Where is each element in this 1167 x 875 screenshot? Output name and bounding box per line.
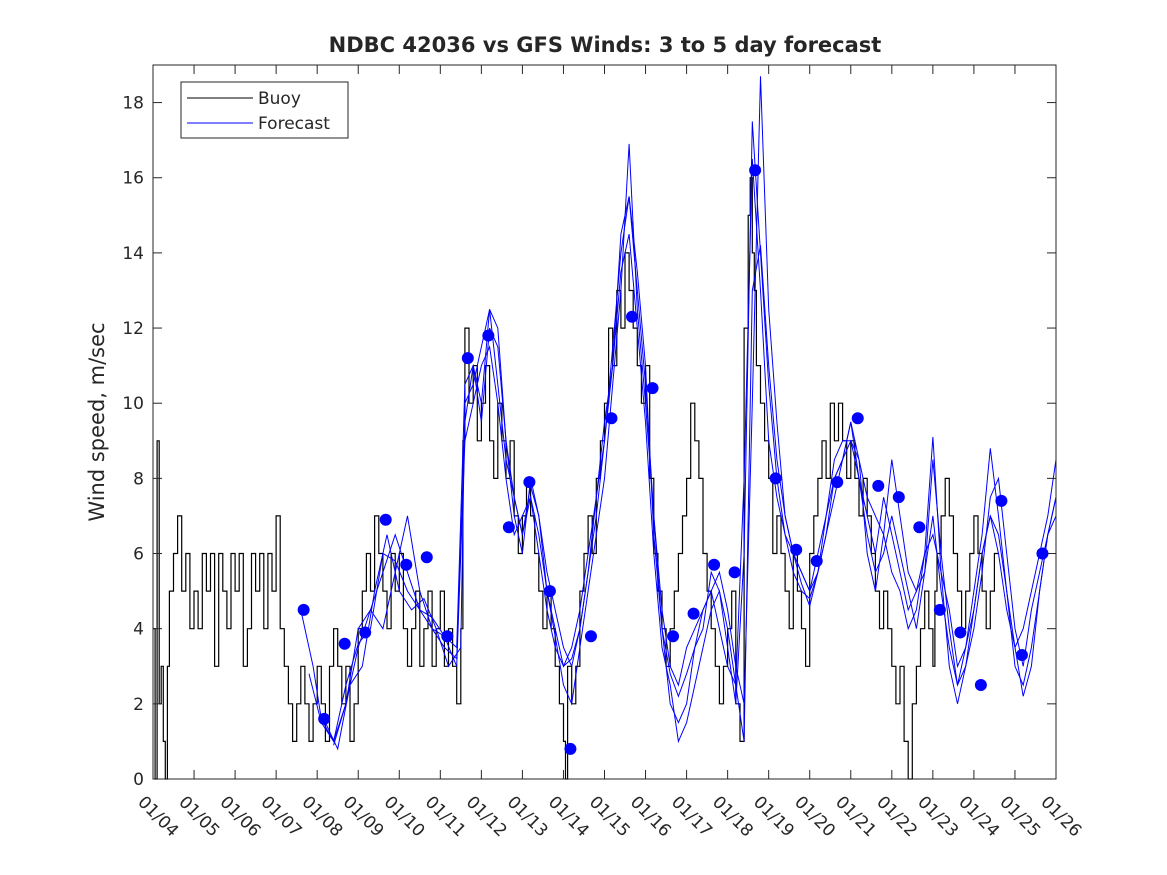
forecast-point: [482, 329, 495, 342]
forecast-point: [749, 164, 762, 177]
forecast-line-4: [333, 233, 1057, 746]
y-axis: 0 2 4 6 8 10 12 14 16 18: [122, 94, 1056, 790]
forecast-point: [461, 352, 474, 365]
forecast-point: [790, 543, 803, 556]
legend-forecast-label: Forecast: [258, 114, 330, 134]
forecast-point: [831, 476, 844, 489]
forecast-point: [872, 479, 885, 492]
legend: Buoy Forecast: [180, 81, 349, 139]
forecast-point: [584, 630, 597, 643]
y-tick-label: 8: [133, 469, 144, 489]
forecast-point: [338, 637, 351, 650]
forecast-point: [564, 742, 577, 755]
y-tick-label: 2: [133, 695, 144, 715]
legend-box: [180, 81, 349, 139]
forecast-point: [687, 607, 700, 620]
forecast-point: [667, 630, 680, 643]
forecast-point: [523, 476, 536, 489]
forecast-point: [954, 626, 967, 639]
forecast-point: [626, 310, 639, 323]
y-tick-label: 6: [133, 545, 144, 565]
forecast-point: [1036, 547, 1049, 560]
forecast-point: [1015, 648, 1028, 661]
forecast-point: [441, 630, 454, 643]
forecast-point: [605, 412, 618, 425]
y-axis-label: Wind speed, m/sec: [85, 322, 109, 521]
forecast-point: [728, 566, 741, 579]
forecast-point: [400, 558, 413, 571]
forecast-point: [995, 494, 1008, 507]
forecast-point: [318, 712, 331, 725]
y-tick-label: 10: [122, 394, 144, 414]
forecast-point: [892, 491, 905, 504]
forecast-point: [420, 551, 433, 564]
y-tick-label: 14: [122, 244, 144, 264]
y-tick-label: 12: [122, 319, 144, 339]
forecast-point: [708, 558, 721, 571]
forecast-point: [810, 555, 823, 568]
series-layer: [153, 76, 1057, 780]
y-tick-label: 16: [122, 169, 144, 189]
forecast-point: [646, 382, 659, 395]
forecast-point: [359, 626, 372, 639]
forecast-point: [913, 521, 926, 534]
forecast-points: [297, 164, 1049, 755]
legend-buoy-label: Buoy: [258, 89, 301, 109]
forecast-point: [379, 513, 392, 526]
forecast-point: [297, 603, 310, 616]
y-tick-label: 0: [133, 770, 144, 790]
forecast-point: [543, 585, 556, 598]
forecast-point: [933, 603, 946, 616]
y-tick-label: 18: [122, 94, 144, 114]
forecast-point: [974, 679, 987, 692]
y-tick-label: 4: [133, 620, 144, 640]
chart-title: NDBC 42036 vs GFS Winds: 3 to 5 day fore…: [329, 33, 882, 57]
forecast-point: [851, 412, 864, 425]
forecast-line-3: [324, 76, 1057, 751]
forecast-point: [502, 521, 515, 534]
forecast-point: [769, 472, 782, 485]
